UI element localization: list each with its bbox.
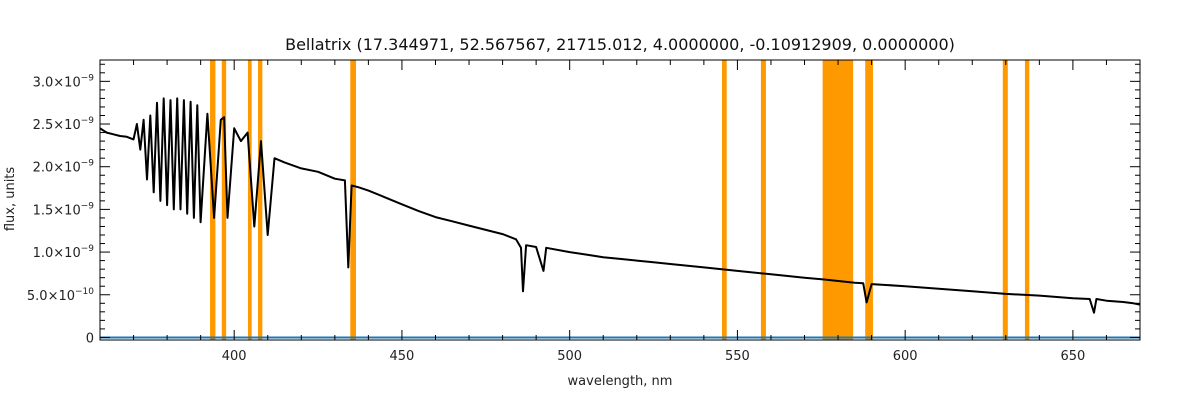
masked-band (247, 60, 252, 340)
masked-band (822, 60, 854, 340)
chart-title: Bellatrix (17.344971, 52.567567, 21715.0… (285, 35, 955, 54)
x-tick-label: 500 (557, 349, 582, 364)
axes-layer: 400 450 500 550 600 650 0 5.0×10−10 1.0×10−9 1.5×… (27, 59, 1141, 364)
y-tick-label: 0 (86, 331, 94, 346)
y-tick-label: 5.0×10−10 (27, 287, 94, 304)
masked-band (221, 60, 227, 340)
y-tick-label: 1.5×10−9 (33, 201, 95, 218)
masked-band (258, 60, 263, 340)
masked-band (1024, 60, 1030, 340)
x-tick-label: 650 (1060, 349, 1085, 364)
y-tick-label: 1.0×10−9 (33, 244, 95, 261)
masked-band (350, 60, 356, 340)
x-axis-label: wavelength, nm (568, 374, 673, 389)
plot-frame (99, 59, 1141, 341)
masked-band (760, 60, 766, 340)
masked-band (721, 60, 727, 340)
y-tick-label: 2.5×10−9 (33, 116, 95, 133)
masked-band (865, 60, 873, 340)
y-tick-label: 2.0×10−9 (33, 159, 95, 176)
y-tick-label: 3.0×10−9 (33, 73, 95, 90)
x-tick-label: 550 (725, 349, 750, 364)
masked-band (1002, 60, 1008, 340)
y-axis-label: flux, units (3, 167, 18, 232)
series-layer (99, 97, 1141, 339)
x-tick-label: 600 (893, 349, 918, 364)
spectrum-line (99, 97, 1141, 314)
x-tick-label: 450 (390, 349, 415, 364)
masked-bands-layer (210, 60, 1030, 340)
x-tick-label: 400 (222, 349, 247, 364)
